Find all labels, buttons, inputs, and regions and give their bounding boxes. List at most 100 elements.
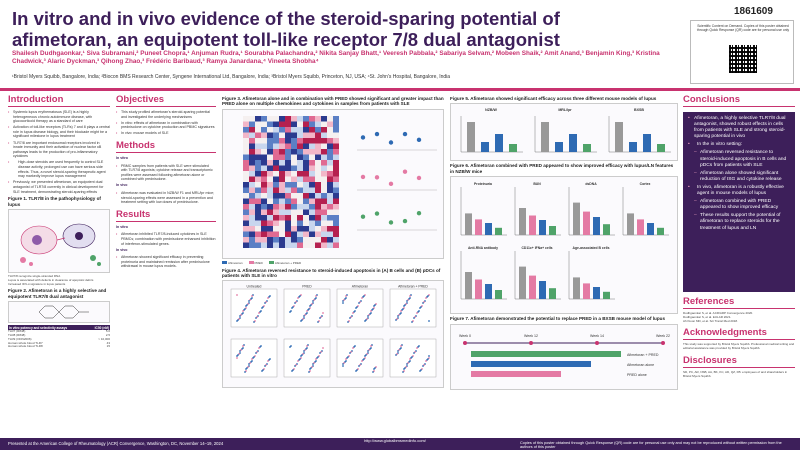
qr-code-icon[interactable] — [729, 45, 757, 73]
heatmap-cell — [261, 170, 267, 177]
heatmap-cell — [243, 181, 249, 188]
event-dot — [291, 370, 293, 373]
heatmap-cell — [297, 198, 303, 204]
event-dot — [411, 321, 413, 324]
event-dot — [248, 300, 250, 303]
methods-invitro-label: In vitro — [116, 155, 128, 160]
heatmap-cell — [303, 225, 309, 232]
heatmap-cell — [333, 242, 339, 248]
figure1-caption: Figure 1. TLR7/8 in the pathophysiology … — [8, 196, 101, 207]
heatmap-cell — [267, 115, 273, 122]
heatmap-cell — [243, 236, 249, 243]
heatmap-cell — [315, 137, 321, 144]
arm-label: PRED alone — [627, 373, 647, 377]
heatmap-cell — [327, 137, 333, 144]
event-dot — [367, 350, 369, 353]
footer-link[interactable]: http://www.globalbmsmedinfo.com/ — [364, 438, 426, 443]
poster-authors: Shailesh Dudhgaonkar,¹ Siva Subramani,² … — [12, 50, 660, 65]
heatmap-cell — [303, 192, 309, 199]
heatmap-cell — [315, 214, 321, 221]
scatter-point — [360, 214, 366, 219]
heatmap-cell — [261, 220, 267, 226]
timeline-label: Week 22 — [656, 334, 670, 338]
heatmap-cell — [309, 231, 315, 237]
heatmap-cell — [297, 203, 303, 210]
table-row: TLR8 (R848) 2.5 — [8, 333, 110, 338]
heatmap-cell — [273, 159, 279, 166]
methods-column: Objectives This study profiled afimetora… — [116, 94, 216, 271]
scatter-point — [374, 211, 380, 216]
heatmap-cell — [321, 242, 327, 248]
qr-panel: Scientific Content on Demand. Copies of … — [690, 20, 794, 84]
heatmap-cell — [315, 176, 321, 182]
timeline-label: Week 14 — [590, 334, 604, 338]
heatmap-cell — [261, 231, 267, 237]
event-dot — [364, 320, 366, 323]
table-row: TLR9 (ODN2006) > 10,000 — [8, 337, 110, 342]
heatmap-cell — [333, 132, 339, 138]
reference-item: Dudhgaonkar S, et al. ACR/ARP Convergenc… — [683, 311, 753, 315]
heatmap-cell — [267, 165, 273, 171]
event-dot — [297, 360, 299, 363]
bar — [467, 122, 475, 153]
heatmap-cell — [273, 220, 279, 226]
heatmap-cell — [327, 203, 333, 210]
heatmap-cell — [309, 236, 315, 243]
heatmap-cell — [297, 137, 303, 144]
scatter-point — [402, 169, 408, 174]
heatmap-cell — [291, 176, 297, 182]
heatmap-cell — [243, 209, 249, 215]
scatter-point — [388, 181, 394, 186]
heatmap-cell — [279, 236, 285, 243]
event-dot — [358, 302, 360, 305]
heatmap-cell — [279, 220, 285, 226]
event-dot — [319, 352, 321, 355]
timeline-label: Week 0 — [459, 334, 471, 338]
heatmap-cell — [261, 137, 267, 144]
timeline-marker — [661, 340, 665, 345]
event-dot — [248, 363, 250, 366]
heatmap-cell — [303, 220, 309, 226]
cytokine-shape — [90, 254, 96, 261]
heatmap-cell — [243, 154, 249, 160]
heatmap-cell — [243, 231, 249, 237]
table-cell: 5.0 — [105, 329, 110, 334]
heatmap-cell — [315, 192, 321, 199]
heatmap-cell — [303, 121, 309, 127]
heatmap-cell — [321, 214, 327, 221]
heatmap-cell — [291, 192, 297, 199]
heatmap-cell — [327, 181, 333, 188]
heatmap-cell — [321, 154, 327, 160]
bar — [583, 283, 590, 300]
event-dot — [349, 352, 351, 355]
conclusion-item: Afimetoran combined with PRED appeared t… — [688, 199, 790, 211]
event-dot — [289, 346, 291, 349]
heatmap-cell — [321, 132, 327, 138]
heatmap-cell — [309, 165, 315, 171]
heatmap-cell — [327, 148, 333, 155]
objective-bullet: In vitro: effects of afimetoran in combi… — [116, 121, 216, 130]
event-dot — [342, 363, 344, 366]
heatmap-cell — [267, 159, 273, 166]
heatmap-cell — [261, 242, 267, 248]
event-dot — [428, 355, 430, 358]
event-dot — [239, 350, 241, 353]
heatmap-cell — [315, 220, 321, 226]
heatmap-cell — [249, 192, 255, 199]
event-dot — [251, 295, 253, 298]
debris-shape — [29, 261, 33, 266]
event-dot — [413, 317, 415, 320]
heatmap-cell — [273, 165, 279, 171]
heatmap-cell — [273, 148, 279, 155]
heatmap-cell — [303, 203, 309, 210]
heatmap-cell — [255, 242, 261, 248]
event-dot — [403, 305, 405, 308]
heatmap-cell — [303, 126, 309, 133]
heatmap-cell — [315, 126, 321, 133]
event-dot — [373, 368, 375, 371]
heatmap-cell — [297, 225, 303, 232]
mouse-model-plots: NZB/W MRL/lpr BXSB — [460, 108, 671, 153]
legend-item: Afimetoran + PRED — [268, 260, 301, 266]
event-dot — [370, 310, 372, 313]
heatmap-cell — [285, 220, 291, 226]
